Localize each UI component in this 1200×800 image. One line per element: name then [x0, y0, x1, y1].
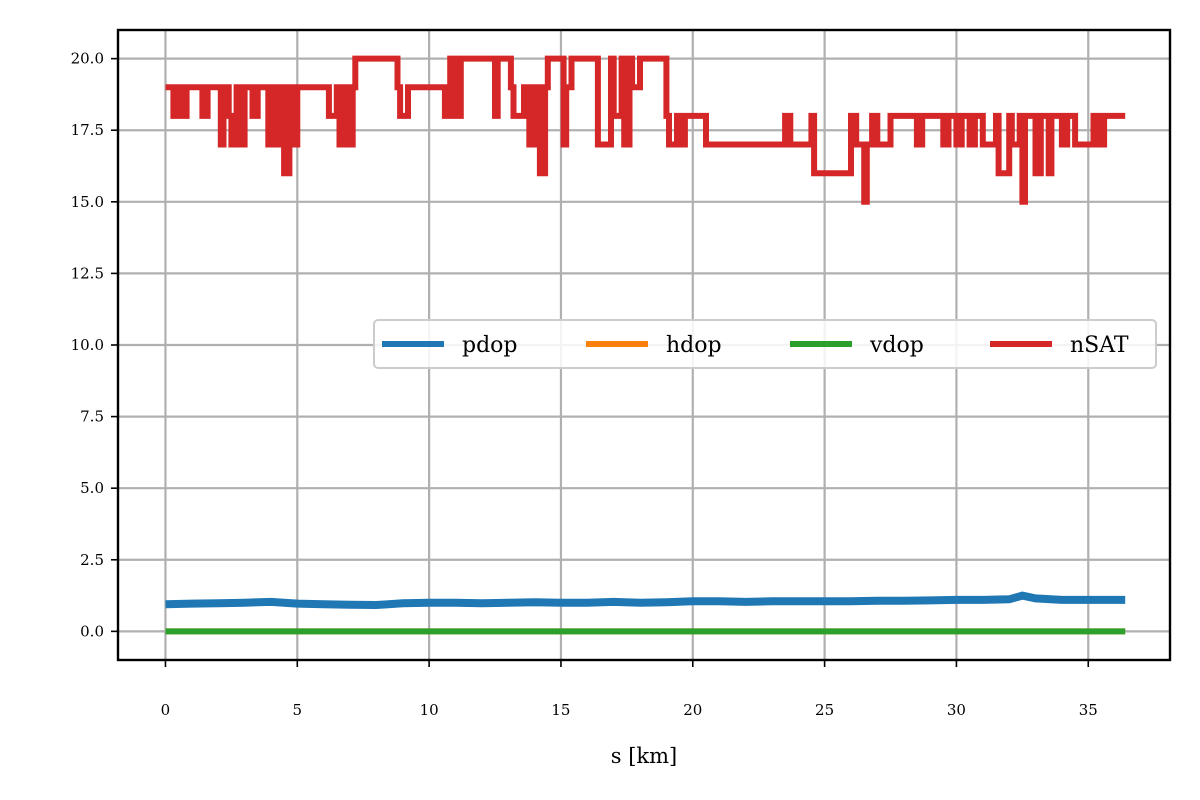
series-layer: [165, 55, 1126, 635]
x-tick-label: 25: [815, 701, 834, 719]
axis-ticks: 0 5 10 15 20 25 30 35 0.0 2.5 5.0 7.5 10.0 12.5 15.0 17…: [71, 50, 1098, 719]
legend-box: [373, 319, 1157, 369]
x-tick-label: 5: [293, 701, 303, 719]
y-tick-label: 17.5: [71, 121, 104, 139]
series-pdop-line: [165, 591, 1126, 610]
legend: pdop hdop vdop nSAT: [373, 319, 1157, 369]
x-tick-label: 35: [1079, 701, 1098, 719]
x-axis-label: s [km]: [611, 744, 677, 768]
series-nSAT-line: [165, 55, 1126, 205]
legend-label-vdop: vdop: [869, 333, 924, 358]
y-tick-label: 2.5: [80, 551, 104, 569]
y-tick-label: 7.5: [80, 408, 104, 426]
x-tick-label: 15: [551, 701, 570, 719]
x-tick-label: 30: [947, 701, 966, 719]
y-tick-label: 20.0: [71, 50, 104, 68]
x-tick-label: 20: [683, 701, 702, 719]
y-tick-label: 12.5: [71, 264, 104, 282]
legend-label-nSAT: nSAT: [1070, 333, 1129, 358]
x-tick-label: 10: [420, 701, 439, 719]
legend-label-hdop: hdop: [666, 333, 722, 358]
legend-label-pdop: pdop: [462, 333, 518, 358]
y-tick-label: 15.0: [71, 193, 104, 211]
y-tick-label: 10.0: [71, 336, 104, 354]
x-tick-label: 0: [161, 701, 171, 719]
y-tick-label: 0.0: [80, 622, 104, 640]
y-tick-label: 5.0: [80, 479, 104, 497]
